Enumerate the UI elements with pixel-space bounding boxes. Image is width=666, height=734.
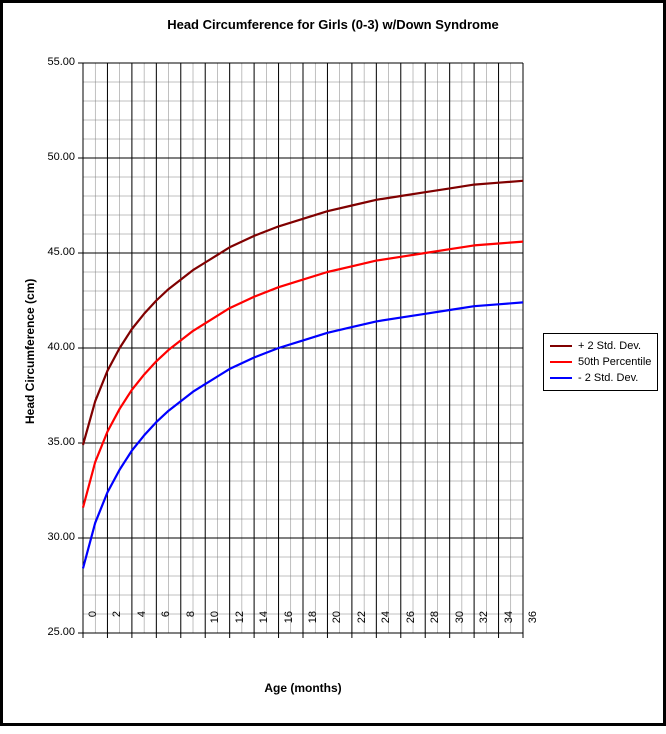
x-tick: 24: [380, 611, 392, 641]
legend: + 2 Std. Dev. 50th Percentile - 2 Std. Dev…: [543, 333, 658, 391]
y-tick: 50.00: [35, 151, 75, 163]
x-tick: 22: [356, 611, 368, 641]
x-tick: 28: [429, 611, 441, 641]
x-tick: 10: [209, 611, 221, 641]
x-tick: 14: [258, 611, 270, 641]
x-tick: 34: [503, 611, 515, 641]
x-tick: 8: [185, 611, 197, 641]
y-tick: 25.00: [35, 626, 75, 638]
legend-label: + 2 Std. Dev.: [578, 340, 641, 352]
x-tick: 4: [136, 611, 148, 641]
x-tick: 2: [111, 611, 123, 641]
x-tick: 32: [478, 611, 490, 641]
y-tick: 55.00: [35, 56, 75, 68]
legend-swatch: [550, 361, 572, 363]
y-tick: 45.00: [35, 246, 75, 258]
x-tick: 30: [454, 611, 466, 641]
y-tick: 40.00: [35, 341, 75, 353]
x-tick: 20: [331, 611, 343, 641]
legend-label: - 2 Std. Dev.: [578, 372, 638, 384]
legend-swatch: [550, 345, 572, 347]
legend-label: 50th Percentile: [578, 356, 651, 368]
legend-swatch: [550, 377, 572, 379]
x-tick: 26: [405, 611, 417, 641]
legend-item: + 2 Std. Dev.: [550, 338, 651, 354]
chart-frame: Head Circumference for Girls (0-3) w/Dow…: [0, 0, 666, 726]
x-tick: 18: [307, 611, 319, 641]
x-tick: 6: [160, 611, 172, 641]
x-tick: 0: [87, 611, 99, 641]
x-axis-label: Age (months): [83, 681, 523, 695]
x-tick: 16: [283, 611, 295, 641]
x-tick: 12: [234, 611, 246, 641]
x-tick: 36: [527, 611, 539, 641]
y-tick: 30.00: [35, 531, 75, 543]
legend-item: 50th Percentile: [550, 354, 651, 370]
y-tick: 35.00: [35, 436, 75, 448]
legend-item: - 2 Std. Dev.: [550, 370, 651, 386]
